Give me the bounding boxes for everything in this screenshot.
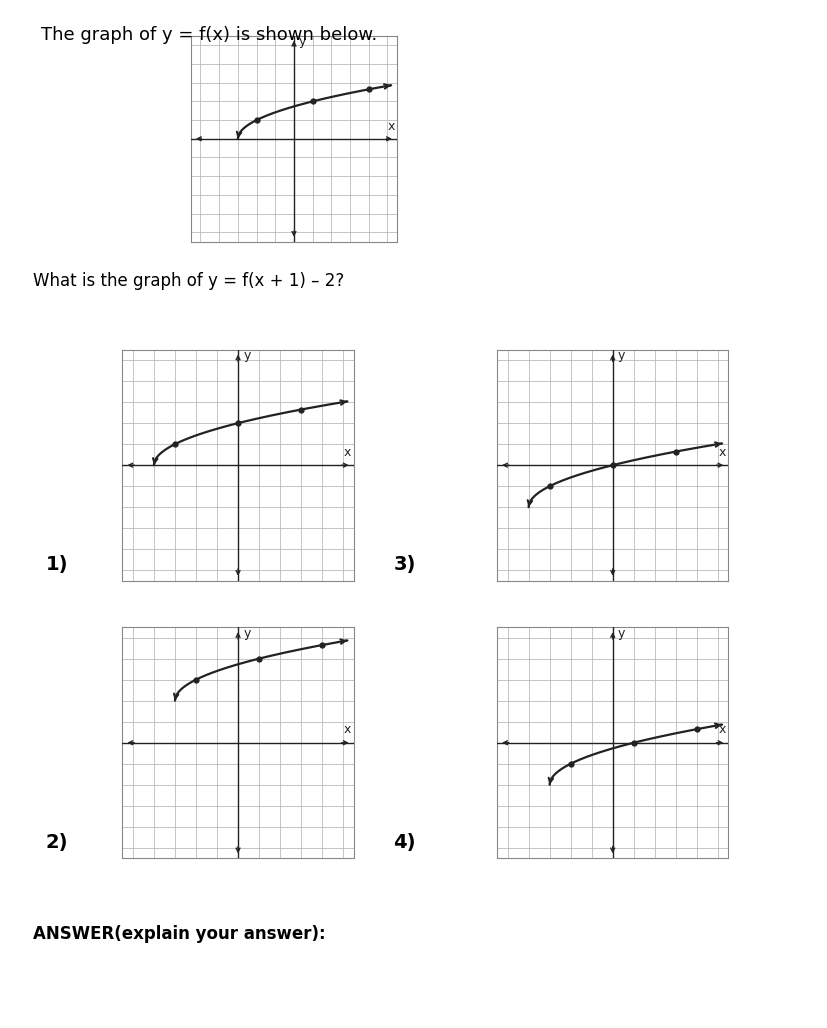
Text: 2): 2) [45,833,68,851]
Text: x: x [343,446,351,458]
Text: 1): 1) [45,555,68,574]
Text: The graph of y = f(x) is shown below.: The graph of y = f(x) is shown below. [41,26,377,44]
Text: y: y [617,350,624,362]
Text: 3): 3) [393,555,415,574]
Text: x: x [387,120,394,134]
Text: ANSWER(explain your answer):: ANSWER(explain your answer): [33,925,325,944]
Text: y: y [617,627,624,639]
Text: 4): 4) [393,833,415,851]
Text: x: x [718,446,725,458]
Text: y: y [243,627,251,639]
Text: y: y [243,350,251,362]
Text: x: x [718,724,725,736]
Text: What is the graph of y = f(x + 1) – 2?: What is the graph of y = f(x + 1) – 2? [33,272,344,291]
Text: y: y [299,35,306,48]
Text: x: x [343,724,351,736]
